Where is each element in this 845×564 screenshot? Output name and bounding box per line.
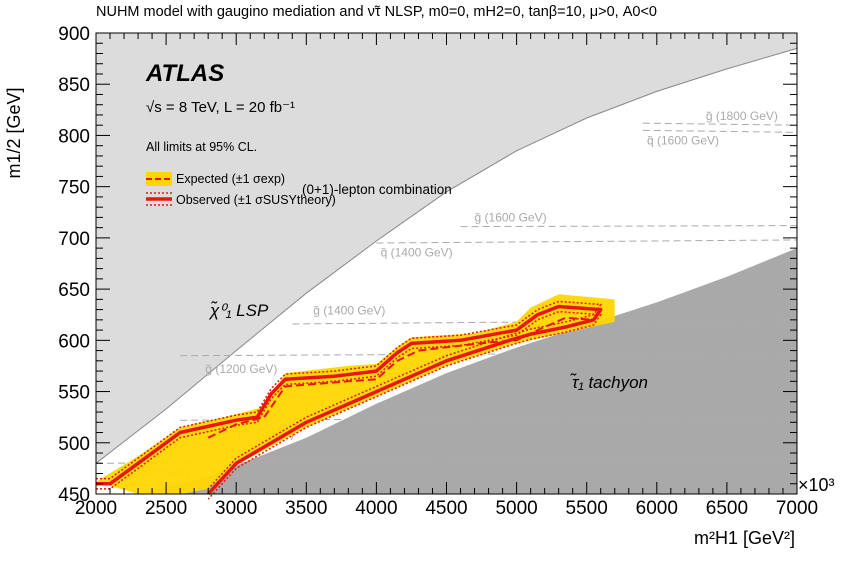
- mass-contour-label: g̃ (1800 GeV): [706, 109, 778, 123]
- lsp-boundary-line: [95, 47, 798, 464]
- x-axis-exponent: ×10³: [798, 475, 835, 495]
- x-tick-label: 5500: [566, 498, 608, 519]
- limits-layer: [96, 294, 615, 500]
- legend-expected-label: Expected (±1 σexp): [176, 172, 285, 186]
- x-tick-label: 4500: [425, 498, 467, 519]
- y-tick-label: 900: [58, 24, 90, 45]
- y-tick-label: 850: [58, 75, 90, 96]
- axes-layer: 2000 2500 3000 3500 4000 4500 5000 5500 6000 6500…: [58, 24, 818, 519]
- cl-note: All limits at 95% CL.: [146, 140, 257, 154]
- x-tick-label: 6000: [636, 498, 678, 519]
- chart-title: NUHM model with gaugino mediation and ν̃…: [96, 4, 657, 20]
- y-tick-label: 800: [58, 126, 90, 147]
- mass-contour-line: [642, 129, 798, 133]
- x-tick-label: 5000: [495, 498, 537, 519]
- expected-limit-band: [96, 294, 615, 494]
- legend-combination-label: (0+1)-lepton combination: [302, 182, 452, 197]
- lsp-excluded-region: [96, 33, 797, 464]
- mass-contour-line: [376, 239, 798, 244]
- x-axis-label: m²H1 [GeV²]: [694, 528, 795, 548]
- expected-limit-line: [207, 316, 594, 439]
- x-tick-label: 3000: [215, 498, 257, 519]
- legend: Expected (±1 σexp) Observed (±1 σSUSYthe…: [146, 172, 452, 207]
- y-tick-label: 750: [58, 178, 90, 199]
- y-tick-label: 600: [58, 331, 90, 352]
- x-tick-label: 7000: [776, 498, 818, 519]
- x-tick-label: 2500: [145, 498, 187, 519]
- tachyon-region-label: τ̃₁ tachyon: [569, 372, 648, 392]
- mass-contour-label: q̃ (1400 GeV): [381, 245, 453, 259]
- observed-limit-line: [96, 304, 603, 496]
- mass-contour-label: g̃ (1200 GeV): [205, 362, 277, 376]
- energy-lumi-label: √s = 8 TeV, L = 20 fb⁻¹: [146, 99, 295, 116]
- y-tick-label: 450: [58, 485, 90, 506]
- y-tick-label: 500: [58, 434, 90, 455]
- experiment-label: ATLAS: [145, 60, 224, 87]
- mass-contour-label: g̃ (1600 GeV): [475, 210, 547, 224]
- lsp-region-label: χ̃⁰₁ LSP: [208, 300, 269, 320]
- mass-contour-line: [180, 352, 798, 357]
- regions-layer: [95, 33, 798, 494]
- x-tick-label: 4000: [355, 498, 397, 519]
- x-tick-label: 2000: [75, 498, 117, 519]
- y-tick-label: 700: [58, 229, 90, 250]
- mass-contour-line: [292, 319, 798, 325]
- observed-theory-down-line: [96, 310, 603, 500]
- x-tick-label: 3500: [285, 498, 327, 519]
- x-tick-label: 6500: [706, 498, 748, 519]
- tachyon-excluded-region: [96, 248, 797, 494]
- mass-contour-label: g̃ (1400 GeV): [313, 304, 385, 318]
- observed-theory-up-line: [96, 300, 603, 490]
- y-tick-label: 550: [58, 383, 90, 404]
- mass-contour-label: q̃ (1600 GeV): [647, 134, 719, 148]
- y-axis-label: m1/2 [GeV]: [4, 87, 24, 178]
- mass-contour-line: [460, 225, 798, 228]
- mass-contour-line: [642, 122, 798, 126]
- y-tick-label: 650: [58, 280, 90, 301]
- legend-observed-label: Observed (±1 σSUSYtheory): [176, 193, 336, 207]
